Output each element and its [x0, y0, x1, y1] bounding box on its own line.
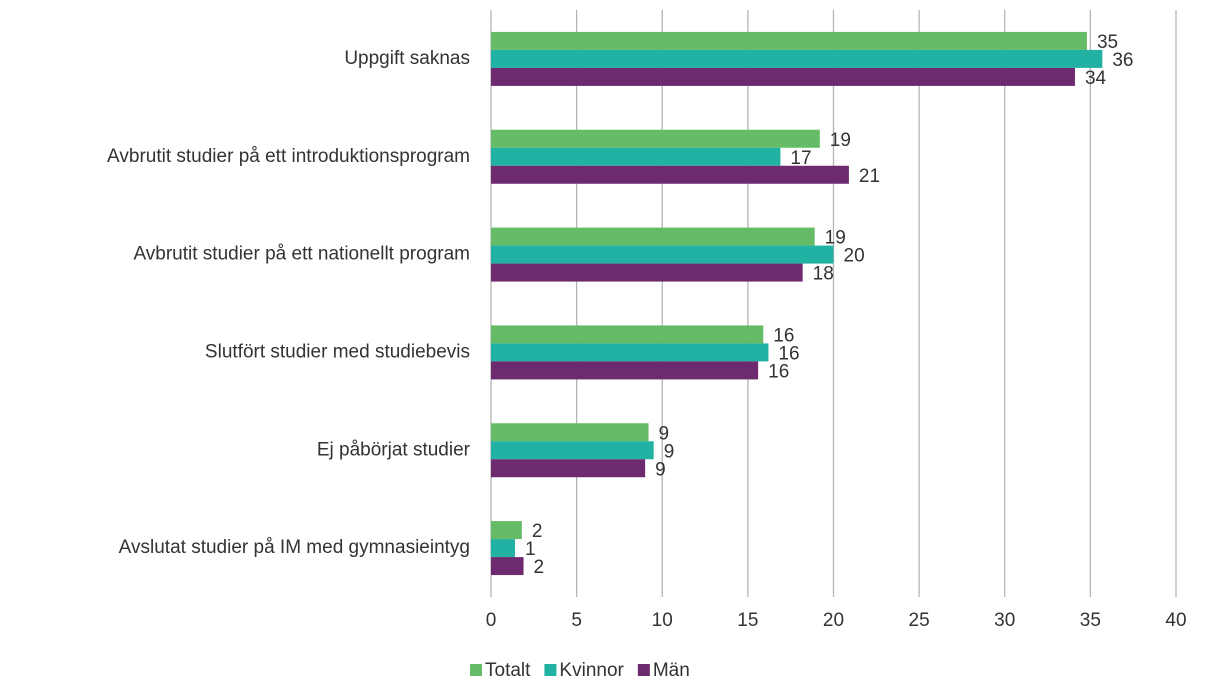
x-tick-label: 30 [994, 610, 1015, 631]
bar [491, 245, 834, 264]
value-label: 20 [844, 246, 865, 267]
bar [491, 227, 815, 246]
legend-swatch [637, 664, 650, 676]
bar [491, 67, 1075, 86]
x-tick-label: 15 [737, 610, 758, 631]
value-label: 35 [1097, 32, 1118, 53]
legend-label: Kvinnor [559, 660, 624, 681]
value-label: 21 [859, 166, 880, 187]
legend-swatch [544, 664, 557, 676]
bar [491, 539, 515, 558]
y-tick-label: Uppgift saknas [344, 48, 470, 69]
bar [491, 31, 1087, 50]
y-tick-label: Avbrutit studier på ett nationellt progr… [133, 244, 470, 265]
bar [491, 557, 524, 576]
y-tick-label: Ej påbörjat studier [317, 439, 471, 460]
y-tick-label: Avslutat studier på IM med gymnasieintyg [119, 537, 470, 558]
value-label: 19 [830, 130, 851, 151]
bar [491, 49, 1103, 68]
value-label: 18 [813, 264, 834, 285]
bar [491, 343, 769, 362]
x-tick-label: 40 [1165, 610, 1186, 631]
y-tick-label: Avbrutit studier på ett introduktionspro… [107, 146, 470, 167]
value-label: 16 [778, 343, 799, 364]
value-label: 36 [1112, 50, 1133, 71]
x-tick-label: 0 [486, 610, 497, 631]
value-label: 34 [1085, 68, 1107, 89]
x-tick-label: 10 [652, 610, 673, 631]
value-label: 2 [534, 557, 545, 578]
value-label: 16 [768, 361, 789, 382]
value-label: 9 [664, 441, 675, 462]
x-tick-label: 35 [1080, 610, 1101, 631]
legend-label: Män [653, 660, 690, 681]
value-label: 19 [825, 228, 846, 249]
x-tick-label: 25 [909, 610, 930, 631]
bar [491, 165, 849, 184]
value-label: 9 [655, 459, 666, 480]
bar [491, 263, 803, 282]
bar [491, 441, 654, 460]
bar [491, 147, 781, 166]
value-label: 17 [790, 148, 811, 169]
bar [491, 129, 820, 148]
legend-swatch [470, 664, 482, 676]
bar [491, 459, 646, 478]
y-tick-label: Slutfört studier med studiebevis [205, 341, 470, 362]
x-tick-label: 5 [571, 610, 582, 631]
legend-label: Totalt [485, 660, 531, 681]
value-label: 9 [659, 423, 670, 444]
bar [491, 325, 764, 344]
bar [491, 521, 522, 540]
bar [491, 361, 759, 380]
bar [491, 423, 649, 442]
x-tick-label: 20 [823, 610, 844, 631]
value-label: 16 [773, 325, 794, 346]
value-label: 1 [525, 539, 536, 560]
value-label: 2 [532, 521, 543, 542]
